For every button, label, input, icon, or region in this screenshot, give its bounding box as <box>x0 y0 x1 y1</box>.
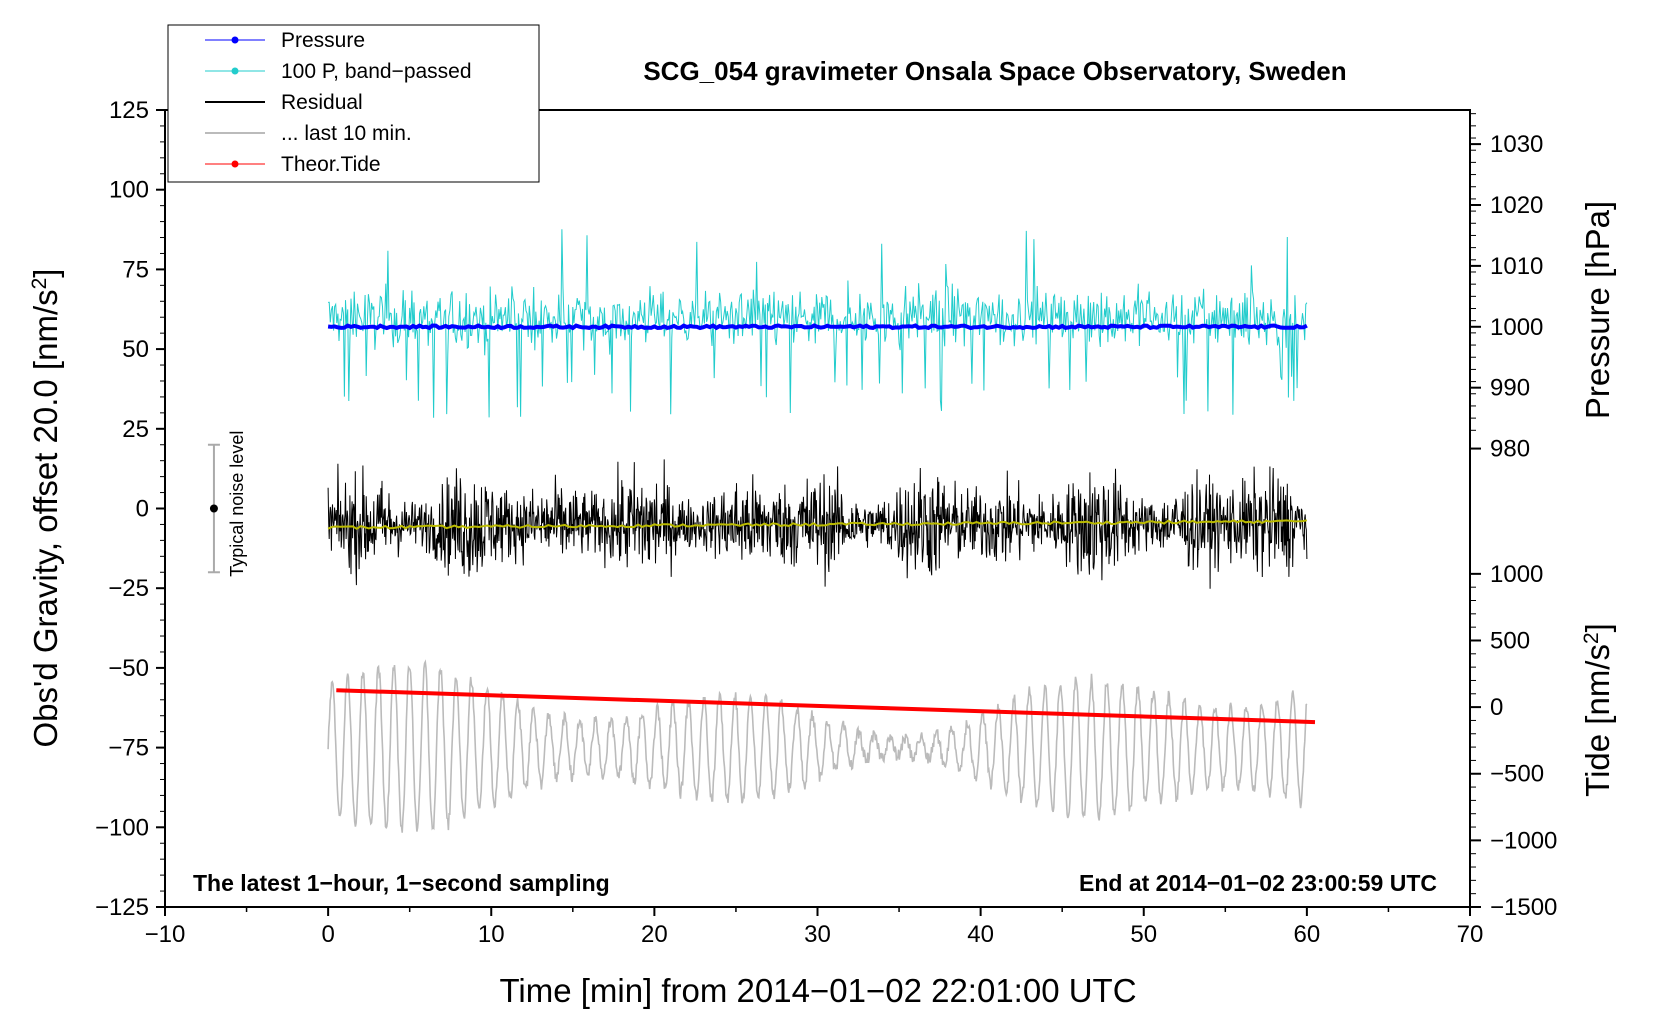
y-axis-title-tide-end: ] <box>1579 623 1616 632</box>
legend-label: Residual <box>281 91 363 114</box>
legend-swatch-marker <box>231 67 239 75</box>
pressure-tick-label: 980 <box>1490 436 1530 463</box>
annotation-end-time: End at 2014−01−02 23:00:59 UTC <box>1079 870 1437 896</box>
pressure-tick-label: 1000 <box>1490 314 1543 341</box>
pressure-tick-label: 990 <box>1490 375 1530 402</box>
x-tick-label: 40 <box>967 921 994 948</box>
noise-level-indicator <box>207 443 220 574</box>
x-tick-label: 0 <box>321 921 334 948</box>
legend-label: 100 P, band−passed <box>281 60 472 83</box>
y-tick-label: 100 <box>109 177 149 204</box>
series-bandpassed-line <box>328 229 1308 418</box>
y-tick-label: 0 <box>136 496 149 523</box>
tide-tick-label: 500 <box>1490 627 1530 654</box>
series-tide-line <box>336 688 1316 725</box>
noise-level-label: Typical noise level <box>227 431 247 577</box>
tide-tick-label: −1500 <box>1490 894 1557 921</box>
series-residual-line <box>327 459 1308 589</box>
legend-label: Pressure <box>281 29 365 52</box>
x-tick-label: 70 <box>1457 921 1484 948</box>
y-tick-label: −100 <box>95 814 149 841</box>
x-tick-label: 50 <box>1130 921 1157 948</box>
y-tick-label: −50 <box>108 655 149 682</box>
y-tick-label: −125 <box>95 894 149 921</box>
series-residual-mean-line <box>327 519 1308 530</box>
y-axis-title-left-end: ] <box>27 269 64 278</box>
x-tick-label: 60 <box>1294 921 1321 948</box>
y-tick-label: 125 <box>109 97 149 124</box>
legend-label: Theor.Tide <box>281 153 381 176</box>
tide-tick-label: −1000 <box>1490 827 1557 854</box>
y-axis-title-left: Obs'd Gravity, offset 20.0 [nm/s2] <box>27 269 64 748</box>
series-last10min-line <box>327 659 1308 833</box>
y-axis-title-pressure: Pressure [hPa] <box>1579 201 1616 419</box>
y-axis-title-tide: Tide [nm/s2] <box>1579 623 1616 797</box>
legend-swatch-marker <box>231 36 239 44</box>
legend-box <box>167 24 540 183</box>
x-tick-label: 10 <box>478 921 505 948</box>
tide-tick-label: −500 <box>1490 761 1544 788</box>
tide-tick-label: 0 <box>1490 694 1503 721</box>
y-tick-label: 25 <box>122 416 149 443</box>
y-tick-label: −75 <box>108 735 149 762</box>
pressure-tick-label: 1030 <box>1490 131 1543 158</box>
x-tick-label: 30 <box>804 921 831 948</box>
y-tick-label: 75 <box>122 256 149 283</box>
ticks-layer: −10 0 10 20 30 40 50 60 70−125−100−75−50−2502550… <box>95 97 1557 948</box>
y-axis-title-left-main: Obs'd Gravity, offset 20.0 [nm/s <box>27 289 64 747</box>
series-layer <box>327 229 1316 833</box>
legend-swatch-marker <box>231 160 239 168</box>
series-pressure-line <box>327 323 1308 331</box>
y-tick-label: 50 <box>122 336 149 363</box>
x-tick-label: 20 <box>641 921 668 948</box>
x-tick-label: −10 <box>145 921 186 948</box>
legend-label: ... last 10 min. <box>281 122 412 145</box>
pressure-tick-label: 1020 <box>1490 192 1543 219</box>
y-tick-label: −25 <box>108 575 149 602</box>
legend: Pressure 100 P, band−passed Residual ... la… <box>167 24 540 183</box>
chart-title: SCG_054 gravimeter Onsala Space Observat… <box>643 56 1346 86</box>
y-axis-title-tide-main: Tide [nm/s <box>1579 644 1616 797</box>
y-axis-title-tide-sup: 2 <box>1580 632 1603 644</box>
x-axis-title: Time [min] from 2014−01−02 22:01:00 UTC <box>499 972 1136 1009</box>
y-axis-title-left-sup: 2 <box>28 278 51 290</box>
pressure-tick-label: 1010 <box>1490 253 1543 280</box>
annotation-sampling: The latest 1−hour, 1−second sampling <box>193 870 610 896</box>
plot-frame <box>164 109 1471 908</box>
noise-bar-dot <box>209 504 218 513</box>
tide-tick-label: 1000 <box>1490 561 1543 588</box>
